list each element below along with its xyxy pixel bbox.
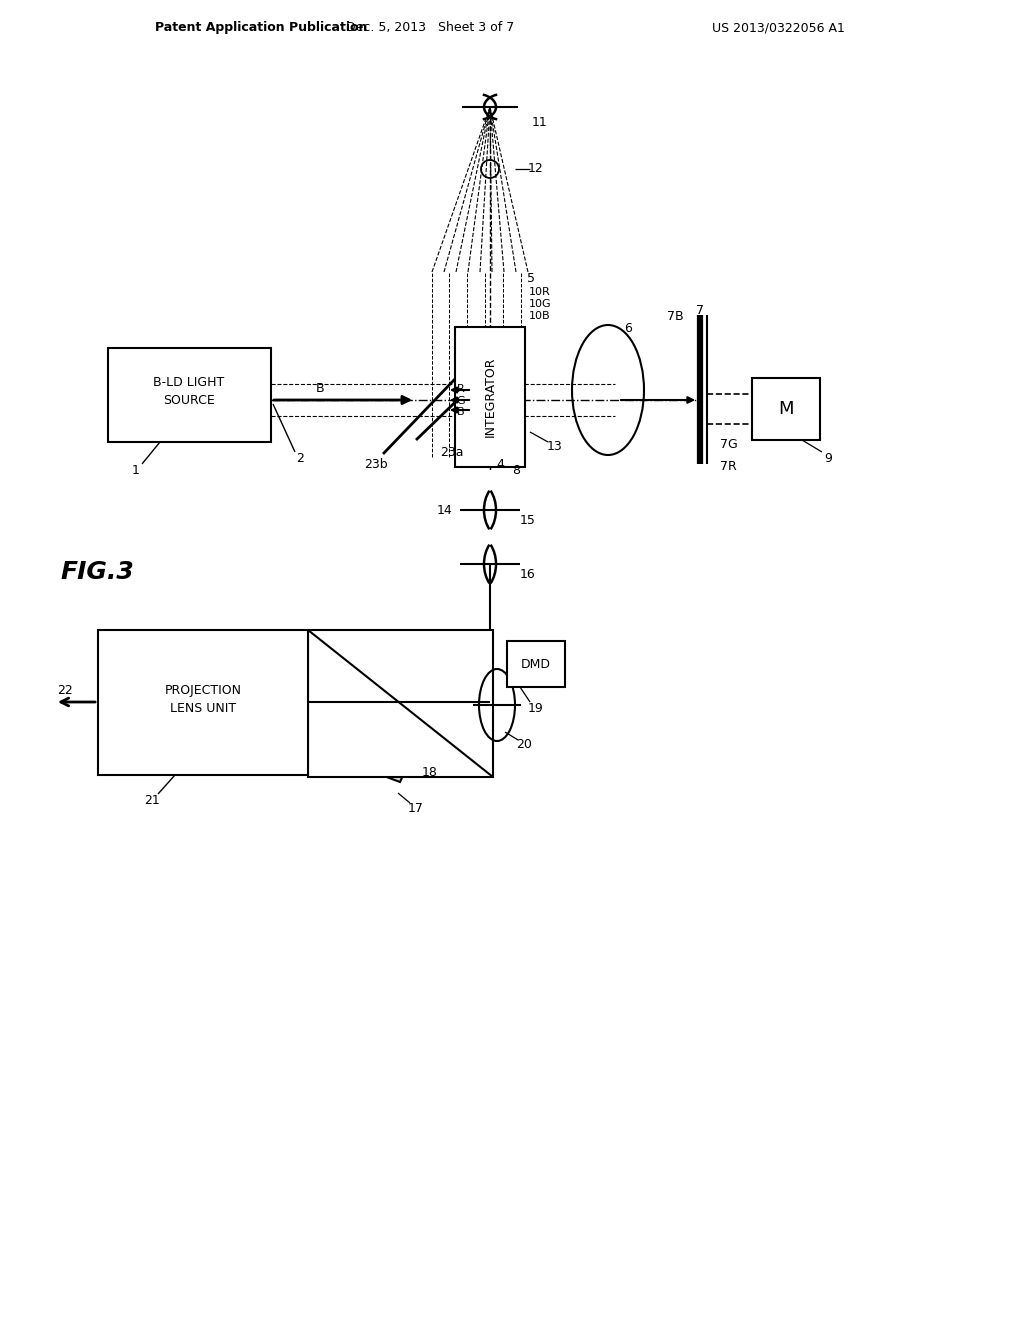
Text: B: B [457,407,465,417]
Text: R: R [457,384,465,393]
Text: B: B [315,383,325,396]
Text: 7: 7 [696,304,705,317]
Text: US 2013/0322056 A1: US 2013/0322056 A1 [712,21,845,34]
Bar [507,642,565,686]
Text: 23b: 23b [365,458,388,470]
Text: G: G [457,396,465,407]
Text: 6: 6 [624,322,632,334]
Bar [752,378,820,440]
Text: 10B: 10B [529,312,551,321]
Text: FIG.3: FIG.3 [60,560,134,583]
Text: 2: 2 [296,451,304,465]
Text: 11: 11 [532,116,548,128]
Text: B-LD LIGHT: B-LD LIGHT [154,375,224,388]
Text: 15: 15 [520,513,536,527]
Text: 22: 22 [57,684,73,697]
Text: 9: 9 [824,451,831,465]
Text: 18: 18 [422,766,438,779]
Text: SOURCE: SOURCE [163,393,215,407]
Text: 10G: 10G [529,300,552,309]
Text: 14: 14 [436,503,452,516]
Text: 13: 13 [547,441,563,454]
Text: 8: 8 [512,463,520,477]
Text: 7R: 7R [720,459,736,473]
Bar [98,630,308,775]
Text: M: M [778,400,794,418]
Text: 7B: 7B [667,310,683,323]
Polygon shape [333,744,406,781]
Bar [308,630,493,777]
Text: 4: 4 [496,458,504,470]
Text: LENS UNIT: LENS UNIT [170,702,237,715]
Text: 20: 20 [516,738,531,751]
Text: 12: 12 [528,162,544,176]
Text: PROJECTION: PROJECTION [165,684,242,697]
Bar [108,348,271,442]
Text: 7G: 7G [720,437,737,450]
Text: 1: 1 [132,465,140,478]
Text: 19: 19 [528,701,544,714]
Text: INTEGRATOR: INTEGRATOR [483,356,497,437]
Text: 17: 17 [408,801,424,814]
Text: Patent Application Publication: Patent Application Publication [155,21,368,34]
Text: 21: 21 [144,795,160,808]
Text: DMD: DMD [521,657,551,671]
Text: Dec. 5, 2013   Sheet 3 of 7: Dec. 5, 2013 Sheet 3 of 7 [346,21,514,34]
Text: 16: 16 [520,568,536,581]
Bar [455,327,525,467]
Text: 23a: 23a [440,446,464,459]
Text: 10R: 10R [529,286,551,297]
Text: 5: 5 [527,272,535,285]
